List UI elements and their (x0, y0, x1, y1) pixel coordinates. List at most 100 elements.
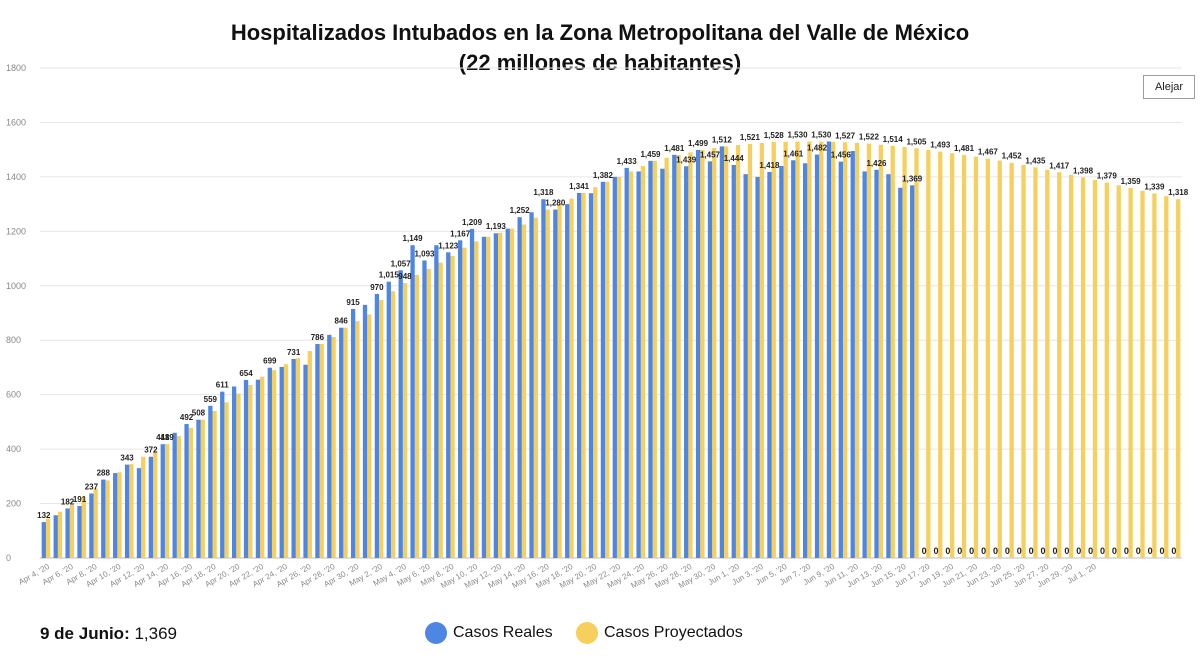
data-label-projected: 1,379 (1097, 172, 1118, 181)
bar-projected (605, 181, 610, 559)
data-label-real: 1,512 (712, 135, 733, 144)
y-tick-label: 1000 (6, 281, 26, 291)
bar-real (327, 334, 332, 558)
bar-projected (474, 241, 479, 558)
y-tick-label: 600 (6, 390, 21, 400)
data-label-projected: 1,522 (859, 133, 880, 142)
bar-real (791, 160, 796, 559)
data-label-zero: 0 (1112, 546, 1117, 556)
bar-projected (450, 255, 455, 559)
bar-projected (854, 142, 860, 558)
bar-projected (164, 443, 170, 558)
bar-projected (700, 149, 705, 558)
data-label-real: 1,369 (902, 174, 923, 183)
bar-real (255, 379, 261, 558)
data-label-real: 611 (216, 381, 229, 390)
bar-projected (319, 344, 324, 558)
bar-real (541, 199, 546, 558)
data-label-projected: 1,398 (1073, 166, 1094, 175)
legend-item-real[interactable]: Casos Reales (425, 622, 553, 644)
bar-projected (509, 228, 515, 558)
bar-real (565, 204, 570, 558)
bar-projected (961, 154, 967, 559)
bar-projected (438, 262, 443, 558)
footer-note: 9 de Junio: 1,369 (40, 624, 177, 644)
y-tick-label: 800 (6, 335, 21, 345)
bar-projected (1104, 182, 1109, 558)
data-label-real: 654 (239, 369, 253, 378)
data-label-projected: 1,493 (930, 141, 951, 150)
data-label-zero: 0 (1171, 546, 1176, 556)
bar-projected (569, 198, 574, 558)
bar-real (469, 228, 475, 558)
data-label-real: 559 (204, 395, 218, 404)
bar-projected (640, 166, 646, 558)
data-label-real: 1,457 (700, 150, 721, 159)
footer-date-label: 9 de Junio: (40, 624, 130, 643)
data-label-real: 1,444 (724, 154, 745, 163)
data-label-real: 1,193 (486, 222, 507, 231)
bar-projected (1080, 177, 1086, 558)
bar-real (303, 364, 308, 558)
bar-projected (343, 327, 348, 558)
bar-projected (807, 141, 812, 558)
bar-real (208, 405, 213, 558)
bar-projected (664, 157, 669, 559)
bar-real (910, 185, 915, 559)
bar-real (826, 141, 832, 558)
data-label-projected: 1,530 (811, 131, 832, 140)
bar-projected (831, 141, 836, 558)
data-label-real: 237 (85, 482, 99, 491)
data-label-zero: 0 (993, 546, 998, 556)
bar-projected (1092, 179, 1098, 558)
bar-projected (985, 158, 991, 558)
bar-real (529, 212, 534, 558)
legend-item-projected[interactable]: Casos Proyectados (576, 622, 743, 644)
bar-projected (938, 151, 943, 559)
bar-real (410, 245, 415, 558)
bar-real (695, 149, 701, 558)
bar-real (636, 171, 641, 558)
data-label-zero: 0 (1124, 546, 1129, 556)
data-label-real: 1,149 (403, 234, 424, 243)
data-label-real: 699 (263, 357, 277, 366)
data-label-real: 846 (335, 317, 349, 326)
data-label-real: 343 (120, 454, 134, 463)
bar-real (684, 166, 689, 558)
bar-projected (616, 176, 622, 558)
bar-real (660, 168, 665, 558)
bar-real (243, 379, 249, 558)
bar-real (362, 304, 368, 558)
bar-projected (688, 152, 693, 558)
data-label-real: 1,167 (450, 229, 471, 238)
data-label-zero: 0 (1160, 546, 1165, 556)
data-label-real: 915 (346, 298, 360, 307)
y-tick-label: 1200 (6, 226, 26, 236)
data-label-zero: 0 (969, 546, 974, 556)
bar-projected (783, 141, 788, 558)
legend: Casos Reales Casos Proyectados (0, 622, 1200, 648)
bar-real (446, 252, 451, 559)
data-label-real: 1,433 (617, 157, 638, 166)
data-label-projected: 1,521 (740, 133, 761, 142)
data-label-zero: 0 (1064, 546, 1069, 556)
bar-real (862, 171, 867, 558)
data-label-zero: 0 (922, 546, 927, 556)
data-label-real: 1,418 (759, 161, 780, 170)
footer-value: 1,369 (134, 624, 178, 643)
bar-projected (1140, 190, 1145, 558)
data-label-projected: 1,435 (1025, 156, 1046, 165)
bar-projected (759, 142, 764, 558)
bar-projected (545, 209, 550, 559)
bar-projected (1033, 167, 1038, 558)
bar-real (231, 386, 237, 558)
zoom-out-button[interactable]: Alejar (1143, 75, 1195, 99)
bar-real (279, 366, 284, 558)
bar-projected (117, 472, 122, 558)
bar-projected (557, 204, 562, 558)
bar-projected (200, 419, 205, 558)
bar-real (101, 479, 106, 558)
data-label-zero: 0 (1076, 546, 1081, 556)
data-label-real: 1,057 (391, 259, 412, 268)
data-label-zero: 0 (1052, 546, 1057, 556)
